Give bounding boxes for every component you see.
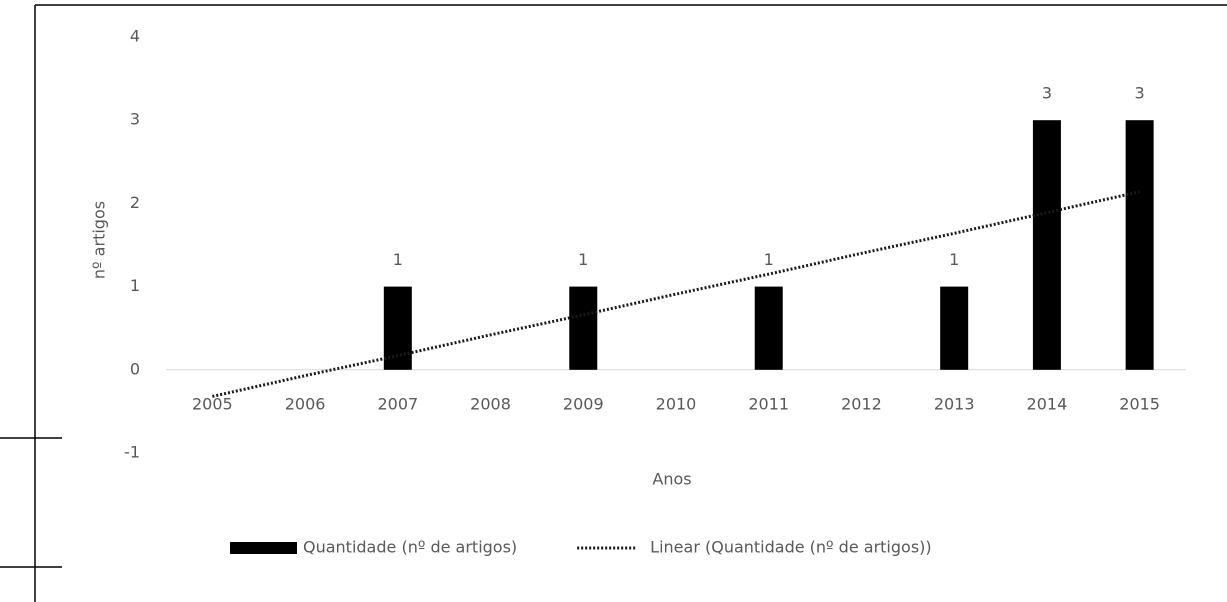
bar — [940, 286, 969, 370]
legend-label: Linear (Quantidade (nº de artigos)) — [650, 538, 931, 557]
y-tick-label: 3 — [130, 110, 140, 129]
data-label: 1 — [949, 250, 959, 269]
x-tick-label: 2015 — [1119, 394, 1160, 413]
x-tick-label: 2006 — [285, 394, 326, 413]
x-tick-label: 2013 — [934, 394, 975, 413]
x-tick-label: 2014 — [1027, 394, 1068, 413]
x-tick-label: 2005 — [192, 394, 233, 413]
x-tick-label: 2008 — [470, 394, 511, 413]
bar — [383, 286, 412, 370]
x-tick-label: 2009 — [563, 394, 604, 413]
x-tick-label: 2010 — [656, 394, 697, 413]
bar — [569, 286, 598, 370]
x-tick-label: 2012 — [841, 394, 882, 413]
data-label: 3 — [1135, 84, 1145, 103]
x-tick-label: 2007 — [377, 394, 418, 413]
bar — [1032, 120, 1061, 370]
legend-swatch — [230, 542, 297, 554]
y-axis-title: nº artigos — [90, 201, 109, 279]
y-tick-label: 0 — [130, 359, 140, 378]
y-tick-label: -1 — [124, 443, 140, 462]
x-tick-label: 2011 — [748, 394, 789, 413]
x-axis-title: Anos — [652, 470, 691, 489]
data-label: 1 — [764, 250, 774, 269]
legend-label: Quantidade (nº de artigos) — [303, 538, 517, 557]
data-label: 1 — [393, 250, 403, 269]
bar — [754, 286, 783, 370]
y-tick-label: 1 — [130, 276, 140, 295]
data-label: 1 — [578, 250, 588, 269]
data-label: 3 — [1042, 84, 1052, 103]
y-tick-label: 2 — [130, 193, 140, 212]
y-tick-label: 4 — [130, 27, 140, 46]
trend-line — [212, 190, 1140, 398]
bar — [1125, 120, 1154, 370]
